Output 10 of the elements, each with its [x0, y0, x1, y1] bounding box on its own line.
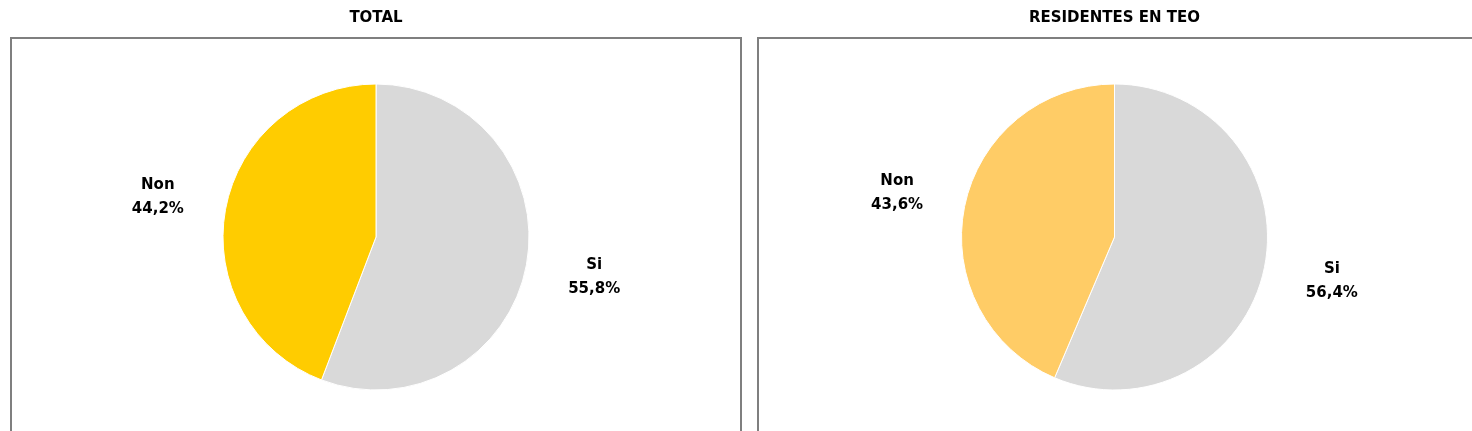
- chart-title: RESIDENTES EN TEO: [1027, 8, 1202, 26]
- slice-label: Si: [1323, 259, 1340, 278]
- data-label: 56,4%: [1305, 283, 1358, 302]
- data-label: 43,6%: [871, 194, 924, 213]
- chart-title: TOTAL: [348, 8, 404, 26]
- data-label: 55,8%: [568, 279, 621, 298]
- slice-label: Non: [141, 174, 175, 193]
- slice-label: Non: [880, 170, 914, 189]
- data-label: 44,2%: [131, 198, 184, 217]
- slice-label: Si: [586, 255, 603, 274]
